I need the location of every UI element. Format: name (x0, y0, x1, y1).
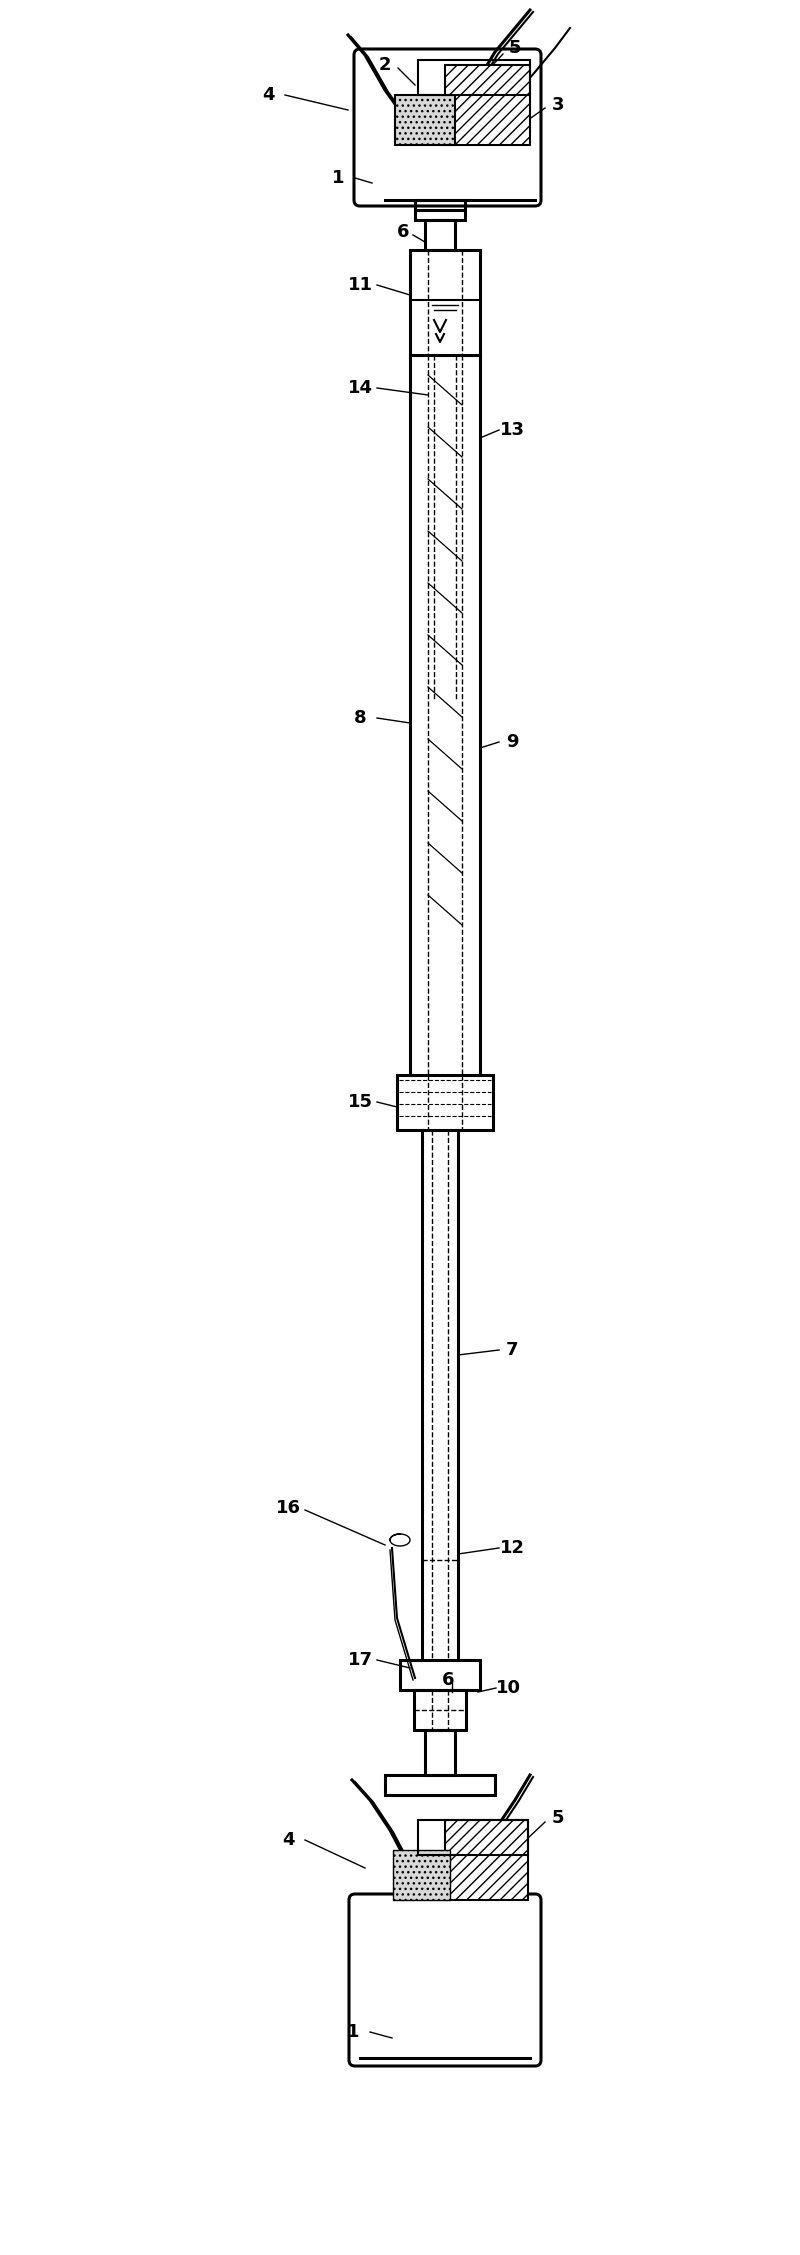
Text: 6: 6 (442, 1671, 454, 1689)
Bar (415, 201, 465, 221)
Text: 10: 10 (495, 1680, 521, 1698)
Text: 5: 5 (552, 1809, 564, 1827)
Text: 8: 8 (354, 708, 366, 726)
Text: 13: 13 (499, 422, 525, 440)
Text: 3: 3 (552, 97, 564, 115)
Text: 4: 4 (282, 1831, 294, 1849)
Text: 12: 12 (499, 1538, 525, 1556)
Text: 17: 17 (347, 1651, 373, 1669)
Bar (385, 1775, 495, 1795)
Bar (410, 250, 480, 354)
Bar (445, 1820, 528, 1901)
Text: 14: 14 (347, 379, 373, 397)
Bar (393, 1849, 450, 1901)
Text: 2: 2 (378, 56, 391, 74)
Bar (393, 1849, 450, 1901)
Text: 16: 16 (275, 1500, 301, 1518)
Bar (425, 1730, 455, 1775)
Bar (400, 1660, 480, 1689)
Text: 1: 1 (332, 169, 344, 187)
Bar (418, 1820, 528, 1856)
Text: 15: 15 (347, 1094, 373, 1112)
Text: 6: 6 (397, 223, 410, 241)
FancyBboxPatch shape (349, 1894, 541, 2066)
Text: 1: 1 (346, 2023, 359, 2041)
Bar (414, 1689, 466, 1730)
Bar (395, 95, 455, 144)
Bar (418, 61, 530, 95)
Bar (395, 95, 455, 144)
Bar (425, 221, 455, 250)
Text: 11: 11 (347, 275, 373, 293)
FancyBboxPatch shape (354, 50, 541, 205)
Bar (445, 65, 530, 144)
Text: 9: 9 (506, 733, 518, 751)
Text: 4: 4 (262, 86, 274, 104)
Text: 5: 5 (509, 38, 522, 56)
Text: 7: 7 (506, 1342, 518, 1360)
Bar (397, 1076, 493, 1130)
